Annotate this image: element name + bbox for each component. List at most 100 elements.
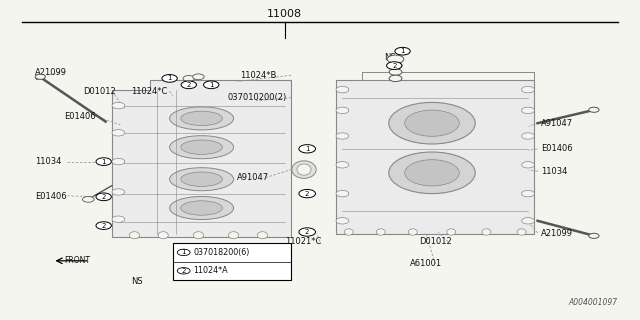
Circle shape xyxy=(112,102,125,109)
Text: E01406: E01406 xyxy=(35,192,67,201)
Text: A21099: A21099 xyxy=(541,229,573,238)
Circle shape xyxy=(83,196,94,202)
Circle shape xyxy=(336,86,349,93)
Circle shape xyxy=(299,228,316,236)
Circle shape xyxy=(112,130,125,136)
Ellipse shape xyxy=(389,152,475,194)
Text: 1: 1 xyxy=(167,76,172,81)
Text: 11024*C: 11024*C xyxy=(131,87,168,96)
Text: 037018200(6): 037018200(6) xyxy=(193,248,250,257)
Ellipse shape xyxy=(129,232,140,239)
Text: 2: 2 xyxy=(182,268,186,274)
Polygon shape xyxy=(112,80,291,237)
Circle shape xyxy=(193,74,204,80)
Text: NS: NS xyxy=(384,53,396,62)
Ellipse shape xyxy=(170,196,234,220)
Text: 1: 1 xyxy=(101,159,106,164)
Ellipse shape xyxy=(344,229,353,235)
Circle shape xyxy=(336,190,349,197)
Text: 037010200(2): 037010200(2) xyxy=(227,93,287,102)
Circle shape xyxy=(522,190,534,197)
Ellipse shape xyxy=(517,229,526,235)
Circle shape xyxy=(162,75,177,82)
Circle shape xyxy=(389,69,402,75)
Ellipse shape xyxy=(180,140,223,155)
Circle shape xyxy=(183,76,195,81)
Circle shape xyxy=(522,162,534,168)
Ellipse shape xyxy=(228,232,239,239)
Circle shape xyxy=(522,107,534,114)
Text: E01406: E01406 xyxy=(541,144,572,153)
Text: A91047: A91047 xyxy=(541,119,573,128)
Ellipse shape xyxy=(408,229,417,235)
Circle shape xyxy=(299,145,316,153)
Polygon shape xyxy=(336,80,534,234)
Text: 2: 2 xyxy=(102,223,106,228)
Ellipse shape xyxy=(257,232,268,239)
Ellipse shape xyxy=(180,201,223,215)
Text: 11024*A: 11024*A xyxy=(193,266,228,275)
Text: NS: NS xyxy=(131,277,143,286)
Text: 1: 1 xyxy=(181,249,186,255)
Text: A21099: A21099 xyxy=(35,68,67,76)
Text: D01012: D01012 xyxy=(83,87,116,96)
Circle shape xyxy=(589,107,599,112)
Ellipse shape xyxy=(170,168,234,191)
Text: 1: 1 xyxy=(305,146,310,152)
Text: A61001: A61001 xyxy=(410,260,442,268)
Ellipse shape xyxy=(180,111,223,126)
Circle shape xyxy=(522,218,534,224)
Ellipse shape xyxy=(292,161,316,179)
Circle shape xyxy=(96,193,111,201)
Circle shape xyxy=(387,55,404,63)
Text: 2: 2 xyxy=(187,82,191,88)
Circle shape xyxy=(112,189,125,195)
Ellipse shape xyxy=(447,229,456,235)
Ellipse shape xyxy=(389,102,475,144)
Text: 11034: 11034 xyxy=(541,167,567,176)
Circle shape xyxy=(336,218,349,224)
Text: 2: 2 xyxy=(305,229,309,235)
Ellipse shape xyxy=(405,110,460,136)
Circle shape xyxy=(387,62,402,69)
Circle shape xyxy=(336,107,349,114)
Circle shape xyxy=(336,162,349,168)
Ellipse shape xyxy=(170,136,234,159)
Circle shape xyxy=(336,133,349,139)
Text: 2: 2 xyxy=(102,194,106,200)
Text: 1: 1 xyxy=(209,82,214,88)
Circle shape xyxy=(181,81,196,89)
Circle shape xyxy=(96,222,111,229)
Circle shape xyxy=(112,158,125,165)
Circle shape xyxy=(177,249,190,256)
Ellipse shape xyxy=(297,164,311,175)
Ellipse shape xyxy=(482,229,491,235)
Circle shape xyxy=(389,62,402,69)
Text: 11008: 11008 xyxy=(268,9,302,20)
Text: FRONT: FRONT xyxy=(64,256,90,265)
Circle shape xyxy=(177,268,190,274)
Circle shape xyxy=(395,47,410,55)
Text: 1: 1 xyxy=(400,48,405,54)
Circle shape xyxy=(35,74,45,79)
Text: 11034: 11034 xyxy=(35,157,61,166)
Circle shape xyxy=(299,189,316,198)
Circle shape xyxy=(522,86,534,93)
Circle shape xyxy=(96,158,111,165)
Text: E01406: E01406 xyxy=(64,112,95,121)
Text: 11021*C: 11021*C xyxy=(285,237,321,246)
Circle shape xyxy=(112,216,125,222)
Circle shape xyxy=(204,81,219,89)
Ellipse shape xyxy=(170,107,234,130)
Text: A91047: A91047 xyxy=(237,173,269,182)
Circle shape xyxy=(522,133,534,139)
Circle shape xyxy=(389,75,402,82)
Text: 2: 2 xyxy=(392,63,396,68)
Ellipse shape xyxy=(405,160,460,186)
Circle shape xyxy=(589,233,599,238)
Text: D01012: D01012 xyxy=(419,237,452,246)
Ellipse shape xyxy=(158,232,168,239)
Ellipse shape xyxy=(376,229,385,235)
Text: A004001097: A004001097 xyxy=(568,298,618,307)
Bar xyxy=(173,243,291,280)
